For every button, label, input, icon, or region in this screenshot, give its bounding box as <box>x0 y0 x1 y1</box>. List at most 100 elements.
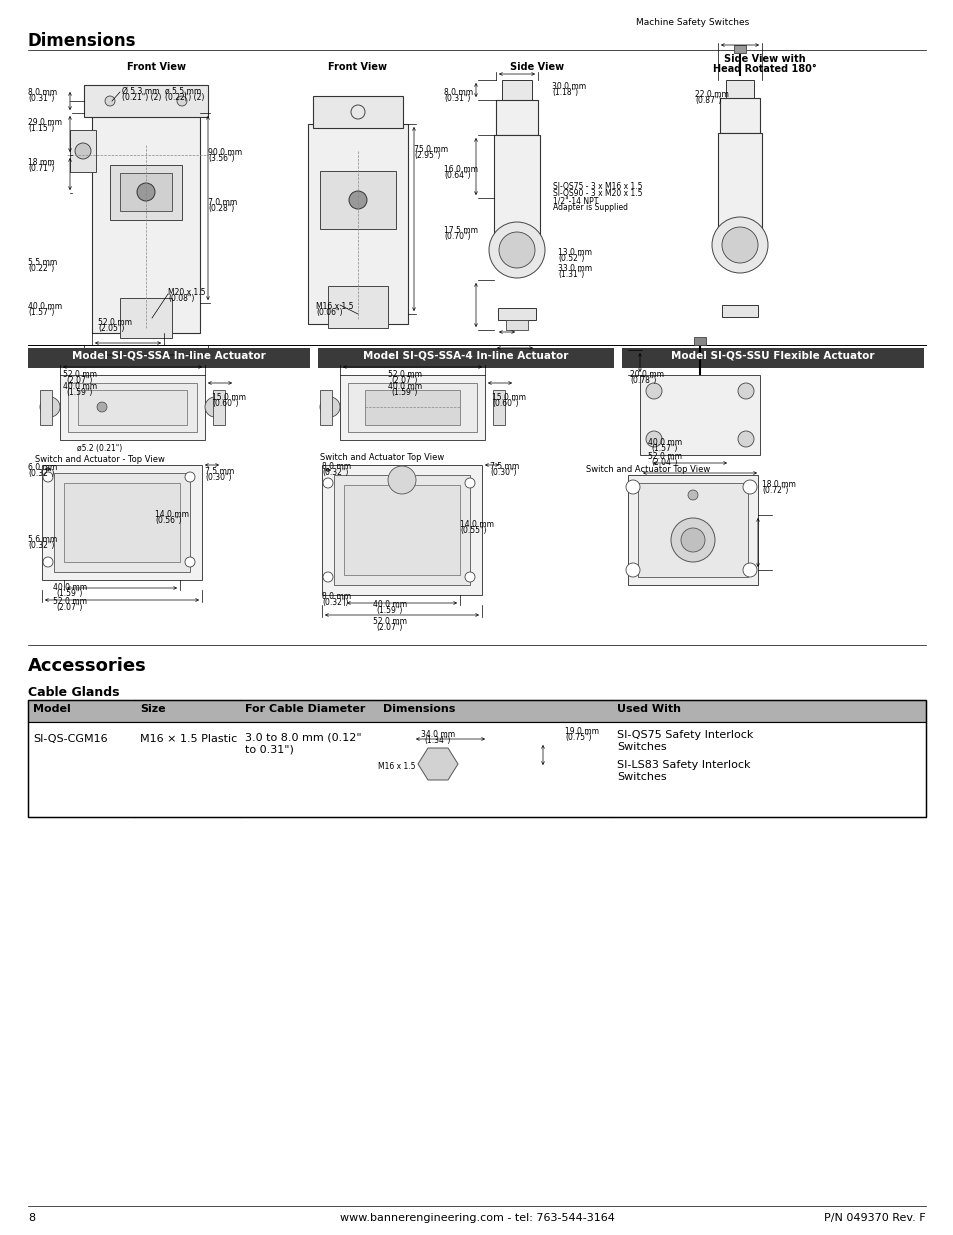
Circle shape <box>205 396 225 417</box>
Text: 1/2"-14 NPT: 1/2"-14 NPT <box>553 196 598 205</box>
Bar <box>64 483 180 562</box>
Text: 8.0 mm: 8.0 mm <box>322 592 351 601</box>
Text: (1.59"): (1.59") <box>392 388 417 396</box>
Text: P/N 049370 Rev. F: P/N 049370 Rev. F <box>823 1213 925 1223</box>
Bar <box>78 390 187 425</box>
Bar <box>70 130 96 172</box>
Text: 22.0 mm: 22.0 mm <box>695 90 728 99</box>
Text: (0.28"): (0.28") <box>208 204 234 212</box>
Bar <box>721 305 758 317</box>
Text: ø 5.5 mm: ø 5.5 mm <box>165 86 201 96</box>
Text: (0.64"): (0.64") <box>443 170 470 180</box>
Text: 52.0 mm: 52.0 mm <box>63 370 97 379</box>
Text: 29.0 mm: 29.0 mm <box>28 119 62 127</box>
Text: (0.32"): (0.32") <box>322 468 348 477</box>
Circle shape <box>625 563 639 577</box>
Text: (1.34"): (1.34") <box>424 736 451 745</box>
Text: Size: Size <box>140 704 166 714</box>
Circle shape <box>319 396 339 417</box>
Text: Dimensions: Dimensions <box>382 704 455 714</box>
Bar <box>334 475 470 585</box>
Text: 52.0 mm: 52.0 mm <box>373 618 407 626</box>
Circle shape <box>137 183 154 201</box>
Bar <box>317 348 614 368</box>
Text: (1.15"): (1.15") <box>28 124 54 133</box>
Bar <box>505 320 527 330</box>
Text: (0.22") (2): (0.22") (2) <box>165 93 204 103</box>
Bar <box>718 133 761 253</box>
Bar <box>91 112 200 333</box>
Bar <box>497 308 536 320</box>
Text: SI-QS-CGM16: SI-QS-CGM16 <box>33 734 108 743</box>
Text: 7.0 mm: 7.0 mm <box>208 198 237 207</box>
Text: 33.0 mm: 33.0 mm <box>558 264 592 273</box>
Text: (0.52"): (0.52") <box>558 254 584 263</box>
Text: (0.31"): (0.31") <box>28 94 54 103</box>
Circle shape <box>524 752 560 788</box>
Bar <box>213 390 225 425</box>
Text: (0.60"): (0.60") <box>492 399 518 408</box>
Bar <box>42 466 202 580</box>
Bar <box>308 124 408 324</box>
Text: Cable Glands: Cable Glands <box>28 685 119 699</box>
Bar <box>120 173 172 211</box>
Circle shape <box>680 529 704 552</box>
Text: (1.57"): (1.57") <box>651 445 678 453</box>
Text: SI-QS90 - 3 x M20 x 1.5: SI-QS90 - 3 x M20 x 1.5 <box>553 189 641 198</box>
Circle shape <box>75 143 91 159</box>
Polygon shape <box>417 748 457 781</box>
Circle shape <box>43 472 53 482</box>
Text: 18 mm: 18 mm <box>28 158 54 167</box>
Text: (0.72"): (0.72") <box>761 487 787 495</box>
Circle shape <box>105 96 115 106</box>
Text: (1.59"): (1.59") <box>67 388 93 396</box>
Text: 15.0 mm: 15.0 mm <box>212 393 246 403</box>
Circle shape <box>645 431 661 447</box>
Text: (0.56"): (0.56") <box>154 516 181 525</box>
Bar <box>621 348 923 368</box>
Bar <box>322 466 481 595</box>
Text: (1.59"): (1.59") <box>376 606 403 615</box>
Bar <box>693 337 705 345</box>
Text: Switch and Actuator Top View: Switch and Actuator Top View <box>319 453 444 462</box>
Circle shape <box>721 227 758 263</box>
Circle shape <box>687 490 698 500</box>
Text: 14.0 mm: 14.0 mm <box>459 520 494 529</box>
Bar <box>627 475 758 585</box>
Circle shape <box>742 563 757 577</box>
Text: (2.95"): (2.95") <box>414 151 440 161</box>
Circle shape <box>349 191 367 209</box>
Text: (2.05"): (2.05") <box>98 324 124 333</box>
Text: 52.0 mm: 52.0 mm <box>53 597 87 606</box>
Bar <box>120 298 172 338</box>
Bar <box>319 390 332 425</box>
Bar <box>365 390 459 425</box>
Text: Switches: Switches <box>617 742 666 752</box>
Text: 3.0 to 8.0 mm (0.12": 3.0 to 8.0 mm (0.12" <box>245 732 361 742</box>
Bar <box>501 80 532 100</box>
Text: SI-QS75 - 3 x M16 x 1.5: SI-QS75 - 3 x M16 x 1.5 <box>553 182 641 191</box>
Text: SI-QS75 Safety Interlock: SI-QS75 Safety Interlock <box>617 730 753 740</box>
Text: 30.0 mm: 30.0 mm <box>552 82 585 91</box>
Bar <box>28 700 925 818</box>
Text: (0.06"): (0.06") <box>315 308 342 317</box>
Circle shape <box>645 383 661 399</box>
Text: (0.71"): (0.71") <box>28 164 54 173</box>
Circle shape <box>464 478 475 488</box>
Circle shape <box>185 557 194 567</box>
Circle shape <box>498 232 535 268</box>
Circle shape <box>464 572 475 582</box>
Text: 14.0 mm: 14.0 mm <box>154 510 189 519</box>
Text: Model: Model <box>33 704 71 714</box>
Text: Side View with: Side View with <box>723 54 805 64</box>
Bar <box>339 375 484 440</box>
Text: M16 × 1.5 Plastic: M16 × 1.5 Plastic <box>140 734 237 743</box>
Bar <box>28 722 925 818</box>
Text: 90.0 mm: 90.0 mm <box>208 148 242 157</box>
Text: 40.0 mm: 40.0 mm <box>388 382 421 391</box>
Text: M20 x 1.5: M20 x 1.5 <box>168 288 205 296</box>
Text: Dimensions: Dimensions <box>28 32 136 49</box>
Text: to 0.31"): to 0.31") <box>245 743 294 755</box>
Text: Used With: Used With <box>617 704 680 714</box>
Text: 8.0 mm: 8.0 mm <box>28 88 57 98</box>
